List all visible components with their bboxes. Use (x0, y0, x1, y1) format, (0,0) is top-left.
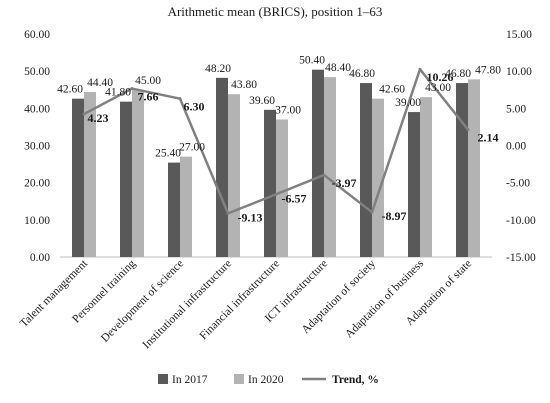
y-left-tick-label: 30.00 (24, 141, 50, 153)
y-right-tick-label: -10.00 (506, 215, 536, 227)
trend-label: 4.23 (88, 111, 109, 125)
bar-label-2017: 46.80 (349, 68, 375, 80)
trend-label: 10.26 (427, 70, 454, 84)
bar-label-2020: 43.00 (425, 82, 451, 94)
axes: 0.00 10.00 20.00 30.00 40.00 50.00 60.00 -15.00… (24, 29, 536, 264)
bar-label-2020: 42.60 (379, 84, 405, 96)
bar (468, 79, 480, 258)
category-label: Adaptation of business (343, 257, 426, 340)
bar (456, 83, 468, 257)
bar-label-2017: 39.00 (395, 97, 421, 109)
trend-label: 6.30 (184, 100, 205, 114)
bar-label-2020: 45.00 (135, 75, 161, 87)
trend-point (418, 67, 422, 71)
trend-line-group (82, 67, 470, 215)
bar (276, 119, 288, 257)
trend-label: 7.66 (138, 90, 159, 104)
bar-label-2020: 44.40 (87, 77, 113, 89)
bar (360, 83, 372, 257)
bar-label-2017: 25.40 (155, 148, 181, 160)
bar-label-2020: 27.00 (179, 142, 205, 154)
trend-point (370, 210, 374, 214)
trend-label: 2.14 (478, 131, 499, 145)
y-left-tick-label: 0.00 (30, 252, 50, 264)
legend-label: In 2017 (172, 374, 208, 386)
y-right-tick-label: -15.00 (506, 252, 536, 264)
y-right-tick-label: 0.00 (506, 141, 526, 153)
bar-label-2017: 50.40 (299, 55, 325, 67)
bar (408, 112, 420, 257)
legend-label: Trend, % (332, 374, 379, 386)
trend-point (130, 87, 134, 91)
y-right-tick-label: 10.00 (506, 66, 532, 78)
trend-point (226, 211, 230, 215)
bar (120, 101, 132, 257)
y-right-tick-label: 5.00 (506, 103, 526, 115)
trend-label: -6.57 (282, 191, 307, 205)
chart-title: Arithmetic mean (BRICS), position 1–63 (168, 4, 383, 19)
y-left-tick-label: 60.00 (24, 29, 50, 41)
y-right-tick-label: -5.00 (506, 178, 530, 190)
bar (420, 97, 432, 257)
bar (72, 98, 84, 257)
trend-label: -8.97 (382, 209, 407, 223)
bar (216, 77, 228, 258)
trend-label: -3.97 (332, 176, 357, 190)
bar (132, 89, 144, 257)
bar (312, 69, 324, 258)
trend-point (466, 128, 470, 132)
legend-swatch (234, 374, 244, 384)
bar-label-2020: 43.80 (231, 79, 257, 91)
category-label: Development of science (99, 258, 186, 345)
y-right-tick-label: 15.00 (506, 29, 532, 41)
bar-label-2020: 47.80 (475, 64, 501, 76)
legend: In 2017 In 2020 Trend, % (158, 374, 379, 386)
bar-label-2017: 42.60 (57, 84, 83, 96)
trend-label: -9.13 (238, 210, 263, 224)
trend-point (82, 112, 86, 116)
bar (264, 109, 276, 257)
bar-label-2020: 48.40 (325, 62, 351, 74)
bar-label-2017: 46.80 (445, 68, 471, 80)
bar-label-2017: 41.80 (105, 87, 131, 99)
trend-point (322, 173, 326, 177)
legend-swatch (158, 374, 168, 384)
y-left-tick-label: 50.00 (24, 66, 50, 78)
bar (324, 77, 336, 257)
bar (228, 94, 240, 258)
bar (372, 98, 384, 257)
category-label: Institutional infrastructure (140, 258, 234, 352)
category-label: Financial infrastructure (198, 258, 283, 343)
trend-point (178, 97, 182, 101)
bar (180, 156, 192, 257)
bars-group (72, 69, 480, 258)
bar (168, 162, 180, 257)
y-left-tick-label: 10.00 (24, 215, 50, 227)
bar-label-2020: 37.00 (275, 104, 301, 116)
y-left-tick-label: 40.00 (24, 103, 50, 115)
bar (84, 91, 96, 257)
trend-point (274, 192, 278, 196)
bar-label-2017: 48.20 (205, 63, 231, 75)
bar-label-2017: 39.60 (249, 95, 275, 107)
legend-label: In 2020 (248, 374, 284, 386)
y-left-tick-label: 20.00 (24, 178, 50, 190)
